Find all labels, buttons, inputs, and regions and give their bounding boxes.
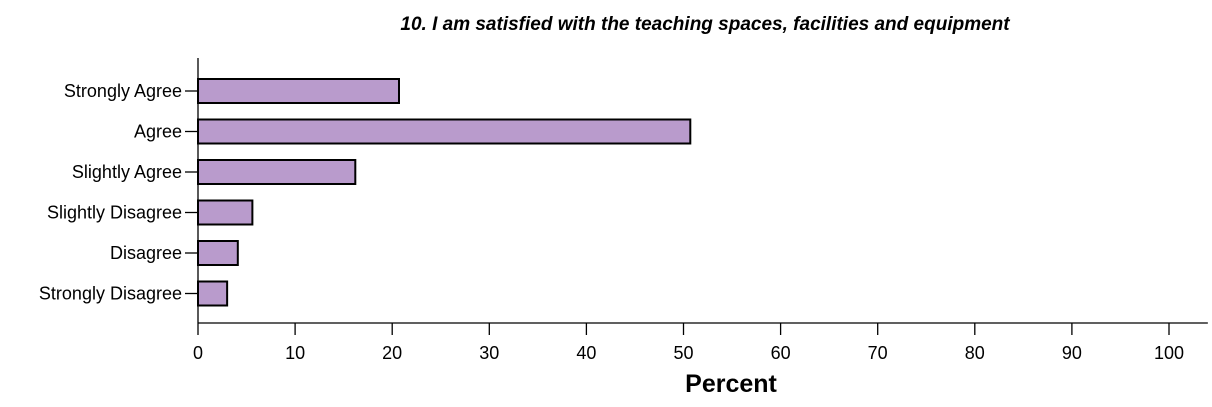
x-tick-label: 50 — [673, 343, 693, 363]
bar — [197, 280, 229, 307]
chart-title: 10. I am satisfied with the teaching spa… — [400, 14, 1010, 35]
bar — [197, 118, 692, 145]
bar — [197, 240, 239, 266]
bar — [197, 159, 357, 185]
x-tick-label: 0 — [193, 343, 203, 363]
y-category-label: Strongly Disagree — [39, 284, 182, 304]
y-category-label: Slightly Disagree — [47, 203, 182, 223]
y-category-label: Agree — [134, 122, 182, 142]
x-tick-label: 80 — [965, 343, 985, 363]
x-tick-label: 40 — [576, 343, 596, 363]
x-tick-label: 60 — [771, 343, 791, 363]
x-tick-label: 30 — [479, 343, 499, 363]
bars-layer — [197, 78, 692, 307]
x-tick-label: 10 — [285, 343, 305, 363]
y-category-label: Strongly Agree — [64, 81, 182, 101]
x-tick-label: 90 — [1062, 343, 1082, 363]
y-category-label: Slightly Agree — [72, 162, 182, 182]
x-tick-label: 100 — [1154, 343, 1184, 363]
axes-layer: 0 10 20 30 40 50 60 70 80 90 100 Strongly Agree Agre… — [39, 58, 1208, 363]
x-tick-label: 20 — [382, 343, 402, 363]
x-tick-label: 70 — [868, 343, 888, 363]
bar — [197, 199, 254, 226]
x-axis-label: Percent — [685, 370, 777, 398]
bar — [197, 78, 400, 104]
y-category-label: Disagree — [110, 243, 182, 263]
